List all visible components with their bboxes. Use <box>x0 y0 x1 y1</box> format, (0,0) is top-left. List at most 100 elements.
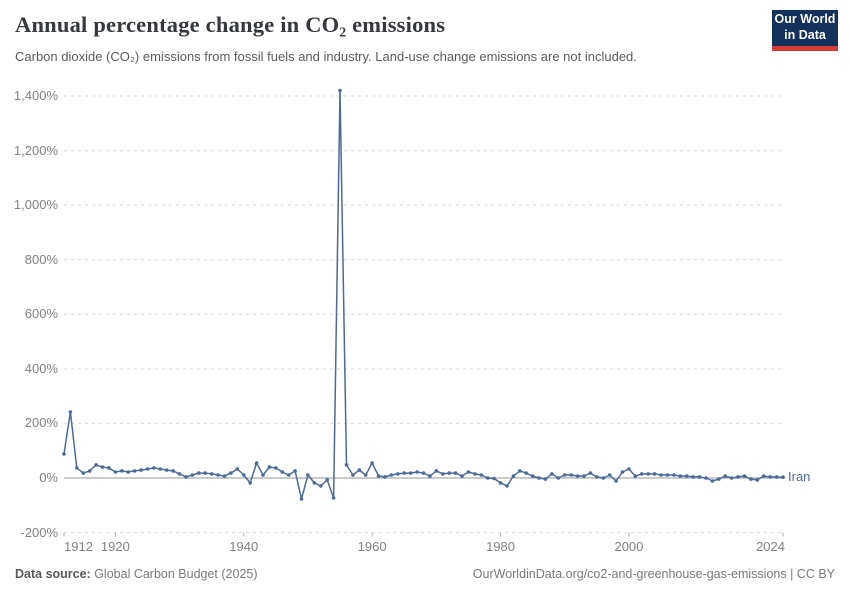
data-point[interactable] <box>755 478 760 482</box>
data-point[interactable] <box>203 471 207 475</box>
series-label[interactable]: Iran <box>788 469 811 485</box>
data-point[interactable] <box>164 468 169 472</box>
data-point[interactable] <box>68 410 73 414</box>
data-point[interactable] <box>556 476 561 480</box>
data-point[interactable] <box>659 473 663 477</box>
data-point[interactable] <box>363 473 368 477</box>
data-point[interactable] <box>710 479 715 483</box>
data-point[interactable] <box>408 471 413 475</box>
data-point[interactable] <box>242 473 246 477</box>
data-point[interactable] <box>543 477 548 481</box>
data-point[interactable] <box>505 484 509 488</box>
data-point[interactable] <box>562 473 567 477</box>
data-point[interactable] <box>145 467 150 471</box>
data-point[interactable] <box>293 469 297 473</box>
data-point[interactable] <box>640 472 644 476</box>
data-point[interactable] <box>113 470 118 474</box>
data-point[interactable] <box>312 481 317 485</box>
data-point[interactable] <box>473 472 477 476</box>
data-point[interactable] <box>441 472 445 476</box>
data-point[interactable] <box>761 474 766 478</box>
data-point[interactable] <box>286 473 291 477</box>
data-point[interactable] <box>665 473 670 477</box>
data-point[interactable] <box>216 473 220 477</box>
data-point[interactable] <box>768 475 772 479</box>
data-point[interactable] <box>704 476 708 480</box>
data-point[interactable] <box>75 466 79 470</box>
data-point[interactable] <box>524 471 528 475</box>
data-point[interactable] <box>646 472 650 476</box>
data-point[interactable] <box>421 471 426 475</box>
data-point[interactable] <box>498 481 503 485</box>
data-point[interactable] <box>338 88 342 93</box>
data-point[interactable] <box>81 471 86 475</box>
data-point[interactable] <box>447 471 452 475</box>
data-point[interactable] <box>742 474 747 478</box>
data-point[interactable] <box>94 463 98 467</box>
data-point[interactable] <box>582 474 586 478</box>
data-point[interactable] <box>774 475 779 479</box>
data-point[interactable] <box>595 475 599 479</box>
data-point[interactable] <box>781 475 785 480</box>
data-point[interactable] <box>428 474 432 478</box>
data-point[interactable] <box>749 477 753 481</box>
data-point[interactable] <box>158 467 163 471</box>
data-point[interactable] <box>171 469 175 473</box>
data-point[interactable] <box>62 452 66 456</box>
data-point[interactable] <box>267 465 272 469</box>
data-point[interactable] <box>672 473 676 477</box>
data-point[interactable] <box>466 470 471 474</box>
data-point[interactable] <box>492 476 496 481</box>
owid-logo[interactable]: Our World in Data <box>772 10 838 51</box>
data-point[interactable] <box>319 484 323 488</box>
data-point[interactable] <box>383 475 387 479</box>
data-point[interactable] <box>453 471 458 475</box>
data-point[interactable] <box>254 461 259 465</box>
data-point[interactable] <box>717 477 721 481</box>
data-point[interactable] <box>601 476 606 480</box>
data-point[interactable] <box>729 476 734 480</box>
data-point[interactable] <box>460 474 464 478</box>
data-point[interactable] <box>261 473 265 477</box>
data-point[interactable] <box>479 473 484 477</box>
owid-url-link[interactable]: OurWorldinData.org/co2-and-greenhouse-ga… <box>472 567 835 581</box>
data-point[interactable] <box>132 469 137 473</box>
data-point[interactable] <box>511 474 516 478</box>
data-point[interactable] <box>107 466 111 470</box>
data-point[interactable] <box>235 467 240 471</box>
data-point[interactable] <box>280 470 285 474</box>
data-point[interactable] <box>614 479 618 483</box>
data-point[interactable] <box>331 496 336 500</box>
data-point[interactable] <box>209 472 214 476</box>
data-point[interactable] <box>351 473 355 477</box>
data-point[interactable] <box>402 471 407 475</box>
data-point[interactable] <box>678 474 683 478</box>
data-point[interactable] <box>306 473 310 477</box>
data-point[interactable] <box>485 476 490 480</box>
data-point[interactable] <box>139 468 143 472</box>
data-point[interactable] <box>415 470 419 474</box>
data-point[interactable] <box>248 481 252 485</box>
data-point[interactable] <box>120 469 124 473</box>
data-point[interactable] <box>518 469 522 473</box>
data-point[interactable] <box>588 471 593 475</box>
data-point[interactable] <box>652 472 657 476</box>
data-point[interactable] <box>100 465 105 469</box>
data-point[interactable] <box>691 475 695 479</box>
data-point[interactable] <box>126 470 130 474</box>
data-point[interactable] <box>229 471 233 475</box>
data-point[interactable] <box>222 474 227 478</box>
data-point[interactable] <box>370 461 374 465</box>
data-point[interactable] <box>434 469 439 473</box>
data-point[interactable] <box>550 472 554 476</box>
data-point[interactable] <box>736 475 740 479</box>
data-point[interactable] <box>274 466 278 470</box>
data-point[interactable] <box>177 472 182 476</box>
data-point[interactable] <box>607 473 612 477</box>
data-point[interactable] <box>633 474 638 478</box>
data-point[interactable] <box>389 473 394 477</box>
data-point[interactable] <box>197 471 201 475</box>
data-point[interactable] <box>152 466 156 470</box>
data-point[interactable] <box>396 472 400 476</box>
data-point[interactable] <box>325 478 330 482</box>
